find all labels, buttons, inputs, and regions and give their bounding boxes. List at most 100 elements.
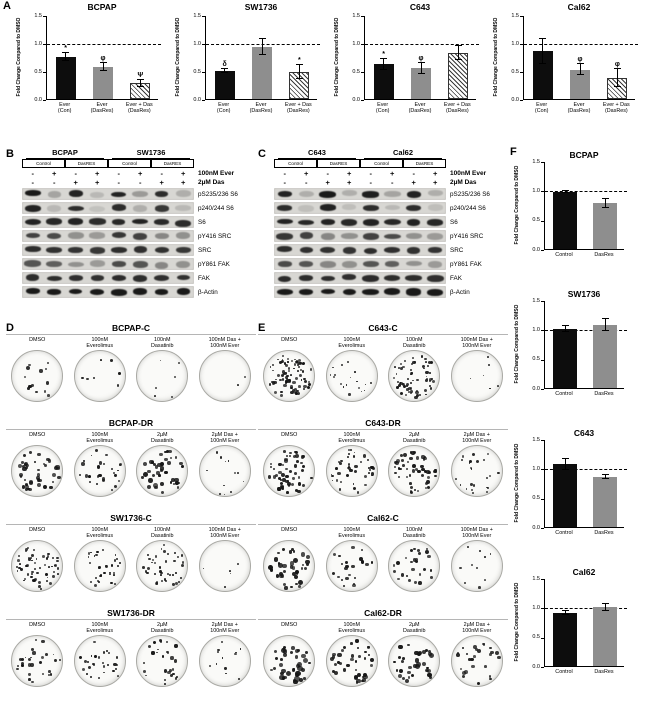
colony-dot [488,387,491,390]
error-bar-cap [561,613,569,615]
protein-band [320,246,336,254]
colony-dot [402,453,407,458]
colony-dot [418,551,422,555]
blot-strip [274,258,446,270]
treatment-sign: + [347,169,352,178]
colony-dot [351,545,355,550]
protein-band [68,218,84,226]
colony-dot [345,576,349,580]
dish-cell: 2µM Dasatinib [383,431,446,497]
significance-marker: * [382,50,386,58]
x-category-label: Ever (Con) [216,102,231,115]
colony-dot [27,487,31,491]
colony-dot [422,661,427,667]
error-bar-cap [295,63,303,65]
colony-assay-bcpap-sw1736: BCPAP-C DMSO 100nM Everolimus 100nM Dasatin… [6,322,256,702]
colony-dot [332,375,335,378]
colony-dot [281,355,285,358]
colony-dot [285,382,288,385]
reference-line [365,44,479,45]
colony-dot [110,467,114,471]
colony-dot [421,364,425,369]
colony-dot [469,377,471,379]
colony-dot [175,481,180,485]
colony-dot [293,363,297,366]
colony-dot [168,449,172,454]
colony-dot [95,449,99,453]
treatment-sign: + [411,178,416,187]
colony-dot [92,662,94,665]
protein-band [24,246,41,253]
colony-dot [98,461,103,465]
colony-dot [161,655,164,658]
protein-band [341,190,357,197]
y-axis-label: Fold Change Compared to DMSO [514,443,520,523]
colony-dot [22,453,27,458]
y-tick-mark [43,100,46,101]
error-bar-cap [221,67,229,69]
colony-dot [341,649,345,652]
dish-label: 2µM Dasatinib [403,622,426,634]
colony-dot [353,576,357,580]
colony-dot [409,474,412,477]
error-bar [604,603,606,611]
reference-line [545,469,627,471]
colony-dot [285,670,291,676]
colony-dot [164,669,168,673]
colony-dot [405,574,408,578]
colony-dot [294,649,299,654]
colony-dot [180,554,184,557]
colony-dot [281,390,284,393]
colony-dot [307,380,310,383]
colony-dot [470,658,474,662]
colony-dot [45,557,49,560]
treatment-sign: + [433,169,438,178]
colony-dot [402,365,405,369]
colony-dot [268,383,272,386]
colony-dot [297,648,301,652]
y-tick-mark [541,528,544,529]
treatment-sign: - [369,169,373,178]
colony-dot [233,471,236,474]
y-tick-mark [43,16,46,17]
colony-dot [234,652,237,656]
colony-dot [45,653,49,657]
colony-dot [472,645,477,649]
colony-dot [119,462,123,466]
colony-dot [345,561,349,565]
colony-dot [423,388,427,393]
colony-dot [413,451,417,455]
dish-label: DMSO [29,527,46,533]
colony-dot [27,556,31,560]
treatment-sign: + [52,169,57,178]
colony-dot [424,668,428,672]
dish-cell: 2µM Das + 100nM Ever [194,621,257,687]
colony-dot [426,486,431,490]
protein-band [68,275,83,282]
treatment-sign: + [73,178,78,187]
treatment-sign: - [160,169,164,178]
dish-cell: 100nM Everolimus [69,621,132,687]
colony-dot [410,490,414,494]
x-category-label: DasRes [594,530,614,536]
protein-band [362,232,379,240]
dish-label: DMSO [29,622,46,628]
treatment-group-label: DasRES [65,159,108,168]
colony-dot [180,577,183,580]
protein-band [24,190,41,197]
protein-band [132,218,149,225]
colony-dot [275,573,280,578]
error-bar-cap [454,59,462,61]
colony-dot [303,379,308,384]
error-bar [564,190,566,194]
protein-band [111,261,126,268]
colony-dot [300,552,306,557]
colony-dot [155,386,157,389]
colony-dot [28,363,31,367]
colony-dot [367,645,370,649]
colony-dot [29,451,32,454]
colony-dot [363,475,368,479]
protein-band [277,191,292,198]
x-category-label: Ever + Das (DasRes) [602,102,630,115]
colony-dot [369,664,373,667]
